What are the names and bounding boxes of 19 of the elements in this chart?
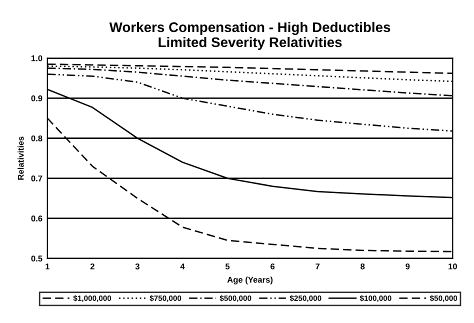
x-tick-label: 6 <box>270 263 275 270</box>
y-tick-label: 0.9 <box>31 95 42 102</box>
y-tick-label: 1.0 <box>31 55 42 62</box>
x-tick-label: 8 <box>360 263 365 270</box>
x-tick-label: 4 <box>180 264 185 270</box>
x-tick-label: 3 <box>135 263 140 270</box>
y-tick-label: 0.6 <box>31 216 42 222</box>
x-tick-label: 2 <box>90 263 94 270</box>
y-axis-title: Relativities <box>18 136 24 180</box>
y-tick-label: 0.5 <box>31 256 42 262</box>
y-tick-label: 0.7 <box>31 175 42 182</box>
y-tick-label: 0.8 <box>31 135 42 142</box>
chart-title: Workers Compensation - High Deductibles Limited Severity Relativities <box>109 22 390 50</box>
x-axis-title: Age (Years) <box>227 276 273 284</box>
x-tick-label: 10 <box>448 263 457 270</box>
x-tick-label: 5 <box>225 264 230 270</box>
x-tick-label: 7 <box>316 264 320 270</box>
x-tick-label: 1 <box>46 264 50 270</box>
x-tick-label: 9 <box>406 263 410 270</box>
